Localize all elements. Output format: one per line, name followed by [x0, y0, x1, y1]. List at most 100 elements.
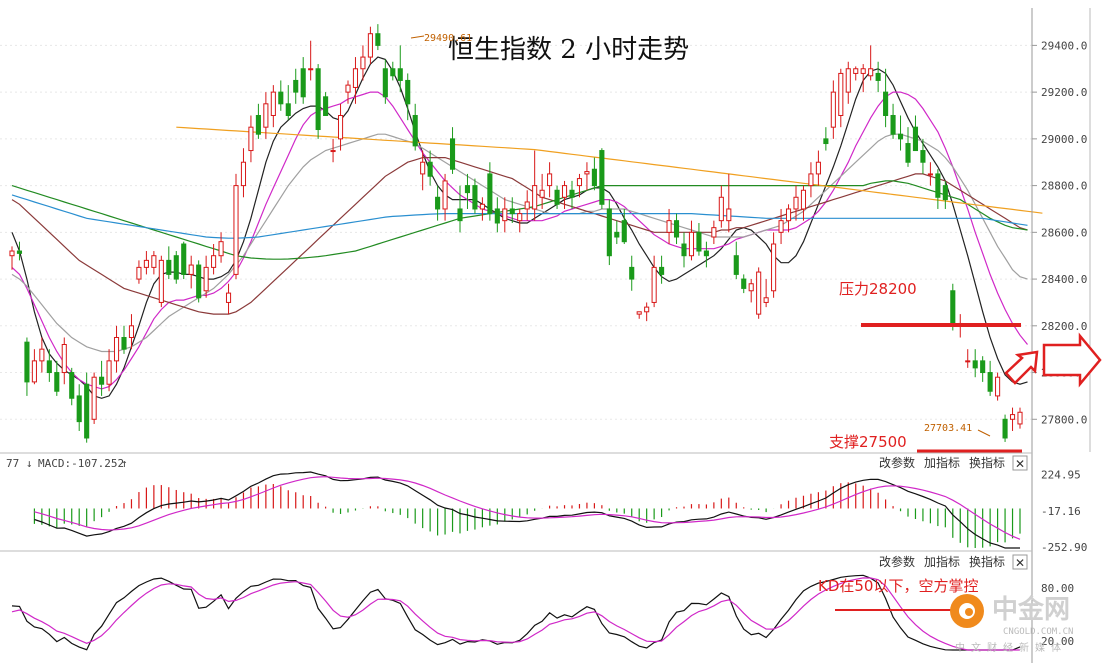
candle-body: [31, 360, 37, 383]
price-tick-label: 28400.0: [1041, 273, 1087, 286]
candle-body: [113, 336, 120, 362]
macd-dif-line: [34, 471, 1020, 549]
candle-body: [644, 306, 650, 313]
candle-body: [696, 231, 702, 252]
close-kd-button[interactable]: [1012, 554, 1028, 570]
candle-body: [599, 150, 605, 205]
candle-body: [532, 185, 538, 210]
candle-body: [106, 360, 112, 385]
candle-body: [300, 68, 306, 98]
macd-axis: 224.95 -17.16 -252.90: [1041, 468, 1087, 554]
price-tick-label: 28800.0: [1041, 180, 1087, 193]
candle-body: [9, 250, 15, 257]
candle-body: [659, 266, 665, 275]
kd-add-indicator-button[interactable]: 加指标: [924, 554, 960, 569]
candle-body: [166, 259, 172, 275]
candle-body: [293, 79, 299, 93]
support-label: 支撑27500: [829, 433, 907, 451]
candle-body: [479, 203, 485, 210]
add-indicator-button[interactable]: 加指标: [924, 455, 960, 470]
candle-body: [502, 208, 508, 222]
candle-body: [181, 243, 187, 275]
candle-body: [554, 189, 560, 205]
candle-body: [771, 243, 777, 292]
candle-body: [315, 68, 321, 131]
chart-title: 恒生指数 2 小时走势: [448, 35, 689, 65]
candle-body: [46, 360, 52, 374]
candle-body: [711, 227, 717, 238]
ma-line-3: [11, 157, 1028, 315]
candle-body: [703, 250, 709, 257]
candle-body: [718, 196, 724, 222]
candle-body: [666, 220, 672, 233]
candle-body: [188, 264, 194, 275]
logo-domain: CNGOLD.COM.CN: [1003, 627, 1073, 637]
candle-body: [838, 72, 844, 116]
high-price-label: 29490.61: [424, 33, 472, 44]
candle-body: [883, 91, 889, 116]
candle-body: [427, 161, 433, 177]
candle-body: [763, 297, 769, 303]
candle-body: [84, 383, 90, 439]
kd-tick-label: 80.00: [1041, 582, 1074, 595]
macd-prefix: 77 ↓: [6, 457, 33, 470]
price-tick-label: 27800.0: [1041, 413, 1087, 426]
candle-body: [218, 241, 224, 257]
candle-body: [457, 208, 463, 222]
candle-body: [935, 173, 941, 198]
candle-body: [972, 360, 978, 369]
candle-body: [390, 68, 396, 77]
close-macd-button[interactable]: [1012, 455, 1028, 471]
candle-body: [629, 266, 635, 280]
candle-body: [1017, 411, 1023, 425]
candle-body: [606, 208, 612, 257]
candle-body: [860, 68, 866, 74]
candle-body: [1002, 418, 1008, 439]
kd-indicator: [11, 574, 1021, 651]
candle-body: [517, 213, 523, 222]
candle-body: [240, 161, 247, 187]
candle-body: [681, 243, 687, 257]
candle-body: [375, 33, 381, 46]
candle-body: [248, 126, 254, 152]
candle-body: [39, 348, 45, 362]
candle-body: [688, 231, 695, 257]
candle-body: [412, 114, 418, 147]
candle-body: [211, 255, 217, 268]
candle-body: [845, 68, 851, 93]
candle-body: [345, 84, 351, 93]
candle-body: [69, 372, 75, 399]
candle-body: [733, 255, 739, 275]
price-tick-label: 29000.0: [1041, 133, 1087, 146]
candle-body: [561, 185, 568, 198]
candle-body: [800, 189, 807, 210]
candle-body: [793, 196, 799, 210]
candle-body: [472, 185, 478, 210]
candle-body: [225, 292, 232, 303]
candle-body: [121, 336, 127, 350]
edit-params-button[interactable]: 改参数: [879, 455, 915, 470]
candle-body: [547, 173, 553, 187]
candle-body: [24, 341, 30, 383]
candle-body: [308, 68, 314, 71]
candle-body: [337, 114, 344, 140]
candle-body: [16, 250, 23, 254]
switch-indicator-button[interactable]: 换指标: [969, 455, 1005, 470]
candle-body: [352, 68, 359, 88]
candle-body: [950, 290, 956, 327]
candle-body: [494, 208, 500, 224]
candle-body: [912, 126, 919, 152]
ma-line-2: [11, 133, 1028, 353]
kd-switch-indicator-button[interactable]: 换指标: [969, 554, 1005, 569]
candle-body: [323, 96, 329, 116]
kd-tick-label: 20.00: [1041, 635, 1074, 648]
kd-edit-params-button[interactable]: 改参数: [879, 554, 915, 569]
candle-body: [435, 196, 441, 210]
candle-body: [584, 171, 590, 175]
macd-tick-label: 224.95: [1041, 468, 1081, 481]
cngold-logo: 中金网 CNGOLD.COM.CN 中文财经新媒体: [950, 594, 1073, 654]
resistance-label: 压力28200: [839, 280, 917, 298]
candle-body: [487, 173, 493, 215]
candle-body: [330, 150, 336, 153]
candle-body: [509, 208, 515, 215]
